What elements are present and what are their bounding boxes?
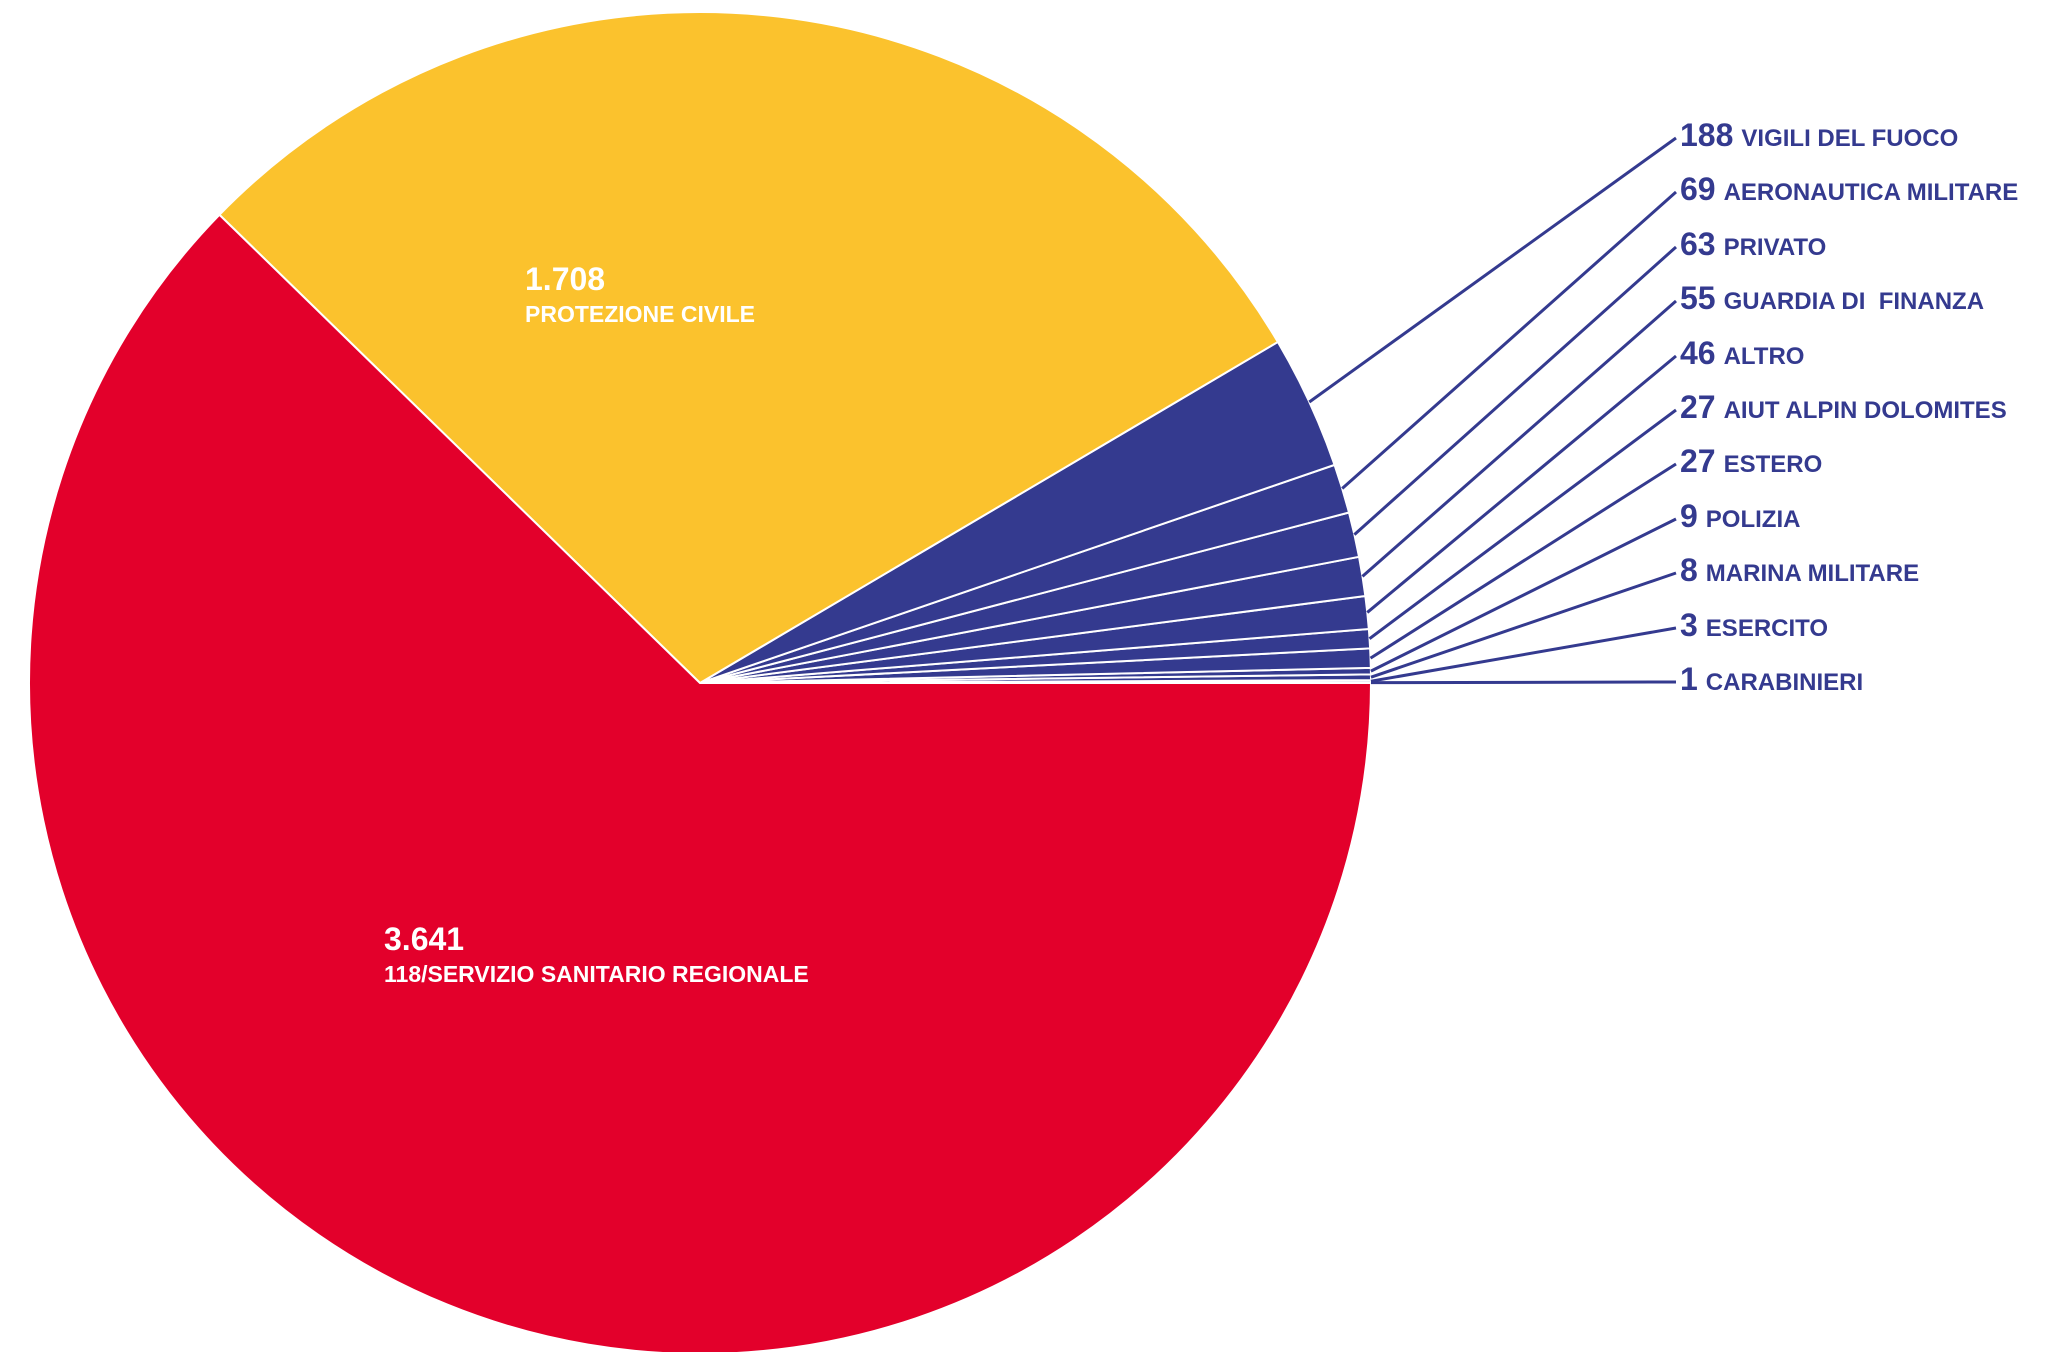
slice-label-vigili: 188 VIGILI DEL FUOCO [1680,117,1958,153]
leader-line-marina-militare [1370,571,1677,679]
outside-labels: 188 VIGILI DEL FUOCO 69 AERONAUTICA MILITA… [1680,117,2018,697]
leader-line-vigili-del-fuoco [1308,136,1677,404]
slice-name-protezione: PROTEZIONE CIVILE [525,301,755,327]
leader-line-carabinieri [1370,680,1677,685]
slice-value-sanitario: 3.641 [384,921,464,957]
leader-line-estero [1369,462,1677,660]
slice-label-finanza: 55 GUARDIA DI FINANZA [1680,280,1984,316]
slice-label-marina: 8 MARINA MILITARE [1680,552,1919,588]
slice-label-esercito: 3 ESERCITO [1680,607,1828,643]
slice-label-sanitario: 3.641 118/SERVIZIO SANITARIO REGIONALE [384,921,809,987]
leader-line-altro [1366,354,1677,614]
slice-label-polizia: 9 POLIZIA [1680,498,1800,534]
slice-value-protezione: 1.708 [525,261,605,297]
slice-label-aiut-alpin: 27 AIUT ALPIN DOLOMITES [1680,389,2007,425]
leader-line-privato [1353,245,1677,536]
leader-line-esercito [1370,626,1677,683]
leader-line-guardia-di-finanza [1361,299,1677,578]
slice-label-protezione: 1.708 PROTEZIONE CIVILE [525,261,755,327]
slice-name-sanitario: 118/SERVIZIO SANITARIO REGIONALE [384,961,809,987]
slice-label-privato: 63 PRIVATO [1680,226,1826,262]
slice-label-carabinieri: 1 CARABINIERI [1680,661,1863,697]
slice-label-estero: 27 ESTERO [1680,443,1822,479]
slice-label-aeronautica: 69 AERONAUTICA MILITARE [1680,171,2018,207]
leader-lines [1308,136,1677,685]
leader-line-aiut-alpin-dolomites [1368,408,1677,640]
leader-line-aeronautica-militare [1341,190,1677,490]
pie-slice-protezione-civile [218,11,1279,684]
pie-slice-118-servizio-sanitario-regionale [28,213,1372,1352]
leader-line-polizia [1370,517,1677,673]
slice-label-altro: 46 ALTRO [1680,335,1804,371]
pie-slices [28,11,1373,1352]
